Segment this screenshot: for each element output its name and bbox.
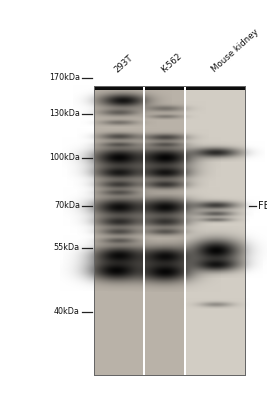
Text: 100kDa: 100kDa — [49, 154, 80, 162]
Text: 70kDa: 70kDa — [54, 202, 80, 210]
Text: Mouse kidney: Mouse kidney — [210, 27, 260, 74]
Text: 130kDa: 130kDa — [49, 110, 80, 118]
Text: 170kDa: 170kDa — [49, 74, 80, 82]
Text: FEM1A: FEM1A — [258, 201, 267, 211]
Text: 55kDa: 55kDa — [54, 244, 80, 252]
Text: 40kDa: 40kDa — [54, 308, 80, 316]
Text: 293T: 293T — [113, 53, 135, 74]
Text: K-562: K-562 — [159, 51, 183, 74]
